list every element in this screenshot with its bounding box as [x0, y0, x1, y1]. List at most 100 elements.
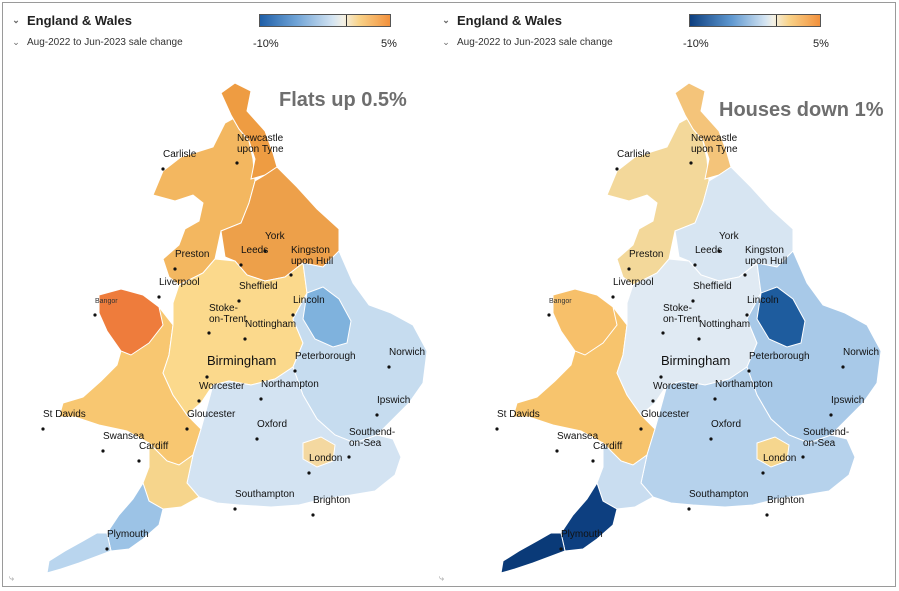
city-marker — [161, 167, 165, 171]
city-marker — [829, 413, 833, 417]
city-marker — [293, 369, 297, 373]
region-selector[interactable]: ⌄ England & Wales — [11, 13, 132, 28]
region-east_lincoln[interactable] — [756, 286, 806, 348]
city-marker — [347, 455, 351, 459]
city-label: Liverpool — [159, 277, 200, 288]
city-label: Plymouth — [107, 529, 149, 540]
region-label: England & Wales — [27, 13, 132, 28]
city-marker — [259, 397, 263, 401]
city-marker — [611, 295, 615, 299]
city-label: Gloucester — [641, 409, 690, 420]
city-label: Swansea — [103, 431, 145, 442]
city-marker — [311, 513, 315, 517]
region-wales_nw[interactable] — [98, 288, 164, 356]
city-marker — [659, 375, 663, 379]
region-london[interactable] — [302, 436, 336, 468]
city-marker — [205, 375, 209, 379]
chevron-down-icon: ⌄ — [12, 15, 20, 25]
city-marker — [591, 459, 595, 463]
city-marker — [291, 313, 295, 317]
city-label: Southampton — [689, 489, 749, 500]
period-selector[interactable]: ⌄ Aug-2022 to Jun-2023 sale change — [11, 37, 182, 48]
region-london[interactable] — [756, 436, 790, 468]
city-marker — [197, 399, 201, 403]
city-marker — [207, 331, 211, 335]
city-marker — [41, 427, 45, 431]
city-label: Birmingham — [661, 353, 730, 368]
legend-zero-marker — [346, 15, 347, 26]
region-wales_nw[interactable] — [552, 288, 618, 356]
city-label: Nottingham — [245, 319, 296, 330]
city-label: York — [265, 231, 286, 242]
city-marker — [691, 299, 695, 303]
city-label: Carlisle — [163, 149, 197, 160]
region-southwest[interactable] — [596, 441, 654, 510]
city-label: Cardiff — [139, 441, 168, 452]
city-label: Worcester — [653, 381, 699, 392]
city-marker — [745, 313, 749, 317]
period-selector[interactable]: ⌄ Aug-2022 to Jun-2023 sale change — [441, 37, 613, 48]
city-label: Ipswich — [831, 395, 864, 406]
city-label: Preston — [629, 249, 663, 260]
city-marker — [693, 263, 697, 267]
region-cornwall[interactable] — [46, 532, 112, 574]
city-label: Stoke- — [663, 303, 692, 314]
region-devon[interactable] — [106, 481, 164, 552]
city-marker — [547, 313, 551, 317]
city-label: upon Tyne — [237, 144, 284, 155]
city-label: Northampton — [261, 379, 319, 390]
legend-max-label: 5% — [813, 38, 829, 50]
city-label: London — [309, 453, 342, 464]
city-marker — [761, 471, 765, 475]
region-label: England & Wales — [457, 13, 562, 28]
period-label: Aug-2022 to Jun-2023 sale change — [457, 37, 613, 48]
region-selector[interactable]: ⌄ England & Wales — [441, 13, 562, 28]
region-east_lincoln[interactable] — [302, 286, 352, 348]
city-label: Lincoln — [293, 295, 325, 306]
map-title: Houses down 1% — [719, 99, 884, 121]
city-label: Oxford — [711, 419, 741, 430]
city-label: Brighton — [313, 495, 350, 506]
city-marker — [375, 413, 379, 417]
city-label: Bangor — [549, 298, 572, 305]
city-label: Birmingham — [207, 353, 276, 368]
city-marker — [101, 449, 105, 453]
city-label: St Davids — [43, 409, 86, 420]
region-cornwall[interactable] — [500, 532, 566, 574]
city-label: on-Trent — [663, 314, 701, 325]
city-marker — [639, 427, 643, 431]
city-label: St Davids — [497, 409, 540, 420]
city-marker — [263, 249, 267, 253]
city-marker — [559, 547, 563, 551]
region-south[interactable] — [186, 366, 402, 508]
city-marker — [237, 299, 241, 303]
city-label: Norwich — [843, 347, 879, 358]
region-south[interactable] — [640, 366, 856, 508]
city-label: on-Sea — [349, 438, 382, 449]
city-marker — [627, 267, 631, 271]
city-label: Liverpool — [613, 277, 654, 288]
city-marker — [717, 249, 721, 253]
region-devon[interactable] — [560, 481, 618, 552]
city-label: Newcastle — [237, 133, 284, 144]
city-label: upon Hull — [745, 256, 787, 267]
city-label: Preston — [175, 249, 209, 260]
houses-map-panel: ⌄ England & Wales ⌄ Aug-2022 to Jun-2023… — [433, 3, 897, 588]
city-marker — [235, 161, 239, 165]
chevron-down-icon: ⌄ — [442, 15, 450, 25]
city-label: Lincoln — [747, 295, 779, 306]
city-label: London — [763, 453, 796, 464]
city-label: Carlisle — [617, 149, 651, 160]
city-label: upon Hull — [291, 256, 333, 267]
city-marker — [185, 427, 189, 431]
city-label: Oxford — [257, 419, 287, 430]
city-label: Nottingham — [699, 319, 750, 330]
city-label: Peterborough — [749, 351, 810, 362]
region-southwest[interactable] — [142, 441, 200, 510]
city-marker — [651, 399, 655, 403]
city-label: Stoke- — [209, 303, 238, 314]
legend-min-label: -10% — [253, 38, 279, 50]
city-label: Sheffield — [693, 281, 732, 292]
